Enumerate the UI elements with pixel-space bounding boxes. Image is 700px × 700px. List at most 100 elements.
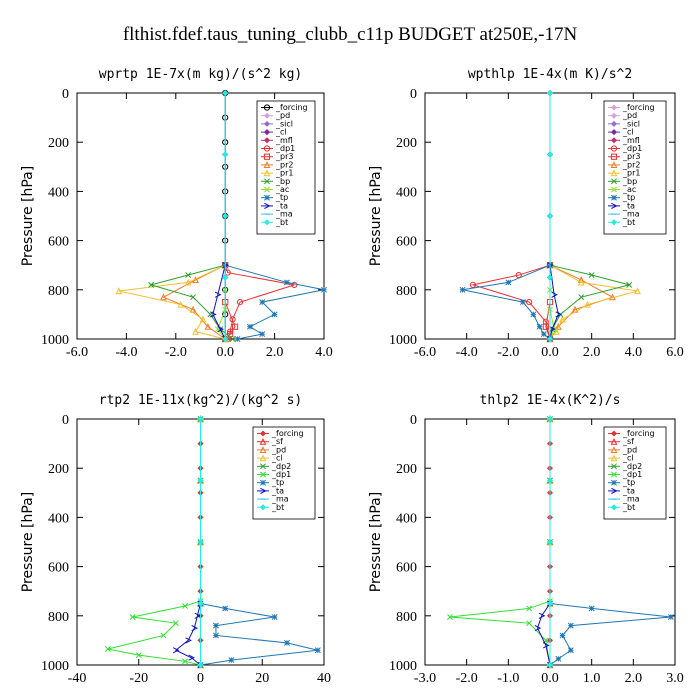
data-point	[314, 647, 321, 654]
series-bt	[546, 415, 554, 669]
data-point	[519, 299, 526, 306]
data-point	[222, 212, 229, 220]
legend-entry: _pd	[622, 445, 637, 454]
legend-marker	[263, 112, 271, 119]
x-tick-label: -2.0	[165, 345, 187, 360]
x-tick-label: -2.0	[456, 671, 478, 686]
legend-entry: _dp2	[271, 462, 291, 471]
series-line	[118, 264, 226, 340]
data-point	[555, 311, 563, 318]
legend-box	[252, 426, 316, 520]
series-ta	[172, 600, 205, 669]
series-line	[549, 265, 559, 340]
subplot-title: thlp2 1E-4x(K^2)/s	[480, 393, 621, 408]
data-point	[555, 655, 562, 662]
legend-entry: _cl	[622, 128, 634, 137]
data-point	[547, 262, 554, 269]
data-point	[222, 605, 229, 612]
legend-marker	[263, 120, 271, 127]
series-line	[549, 264, 632, 340]
legend-entry: _sf	[271, 437, 283, 446]
legend-entry: _forcing	[622, 429, 655, 438]
legend-entry: _tp	[271, 478, 284, 487]
data-point	[283, 279, 290, 286]
legend-marker	[260, 479, 266, 486]
series-tp	[197, 600, 321, 668]
data-point	[148, 281, 155, 288]
legend-entry: _cl	[271, 454, 283, 463]
legend-marker	[610, 430, 618, 437]
y-tick-label: 200	[396, 462, 417, 477]
data-point	[197, 415, 204, 423]
y-tick-label: 0	[62, 87, 69, 102]
data-point	[197, 600, 204, 607]
legend-entry: _bp	[275, 177, 290, 186]
data-point	[577, 278, 585, 286]
legend-marker	[610, 454, 618, 462]
legend-marker	[610, 504, 618, 511]
data-point	[546, 89, 554, 97]
data-point	[526, 299, 533, 306]
data-point	[447, 614, 453, 620]
series-bt	[222, 89, 229, 343]
data-point	[217, 326, 224, 333]
legend-marker	[259, 437, 267, 445]
legend-marker	[611, 463, 617, 470]
data-point	[246, 323, 253, 330]
series-line	[212, 265, 226, 340]
data-point	[546, 212, 554, 220]
legend-marker	[259, 454, 267, 462]
data-point	[172, 620, 179, 627]
data-point	[626, 281, 633, 288]
data-point	[182, 603, 189, 609]
legend-marker	[610, 137, 618, 144]
data-point	[559, 315, 566, 323]
series-line	[225, 264, 325, 340]
y-tick-label: 800	[48, 284, 69, 299]
x-tick-label: -4.0	[456, 345, 478, 360]
legend-marker	[611, 178, 617, 185]
data-point	[542, 323, 549, 330]
data-point	[197, 477, 204, 484]
legend-marker	[264, 194, 270, 201]
series-pr1	[115, 261, 229, 343]
data-point	[182, 658, 189, 665]
x-tick-label: 0.0	[541, 671, 559, 686]
series-bt	[197, 415, 204, 669]
data-point	[115, 287, 123, 295]
x-tick-label: -20	[129, 671, 148, 686]
legend-entry: _tp	[622, 478, 635, 487]
series-line	[536, 603, 551, 666]
data-point	[204, 322, 212, 330]
data-point	[228, 657, 235, 664]
legend-entry: _ma	[271, 495, 289, 504]
legend-marker	[263, 161, 271, 168]
series-line	[462, 264, 551, 340]
legend-entry: _dp1	[622, 470, 642, 479]
data-point	[536, 323, 543, 330]
legend-entry: _dp1	[271, 470, 291, 479]
data-point	[199, 315, 207, 323]
legend-entry: _forcing	[275, 103, 308, 112]
chart-panel-2: wpthlp 1E-4x(m K)/s^2 Pressure [hPa] -6.0 -…	[368, 67, 684, 360]
x-tick-label: 0.0	[216, 345, 234, 360]
legend-entry: _bt	[271, 503, 284, 512]
y-axis-label: Pressure [hPa]	[368, 166, 384, 266]
data-point	[588, 605, 595, 612]
data-point	[191, 625, 199, 632]
y-tick-label: 200	[396, 136, 417, 151]
x-tick-label: 2.0	[266, 345, 284, 360]
data-point	[546, 661, 554, 669]
data-point	[259, 331, 266, 338]
data-point	[551, 291, 558, 298]
series-tp	[547, 600, 674, 668]
data-point	[559, 632, 566, 639]
x-tick-label: 2.0	[583, 345, 601, 360]
legend-entry: _bp	[622, 177, 637, 186]
data-point	[546, 415, 554, 423]
series-dp1	[447, 598, 553, 668]
data-point	[540, 331, 547, 338]
legend-entry: _tp	[275, 193, 288, 202]
legend-marker	[263, 169, 271, 177]
